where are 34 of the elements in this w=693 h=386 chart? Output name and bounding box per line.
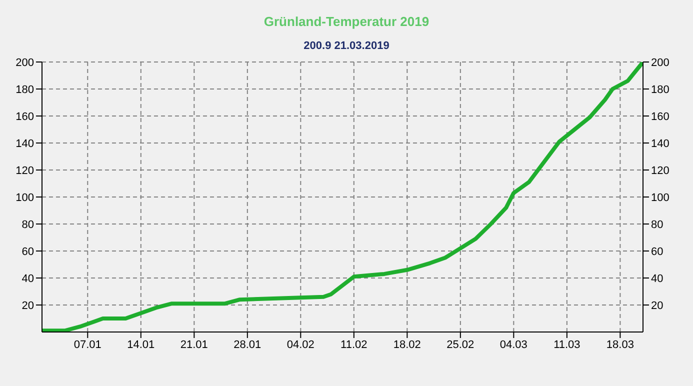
y-tick-label: 160 (16, 110, 34, 123)
y-tick-label: 60 (22, 246, 34, 258)
y-tick-label: 80 (22, 218, 34, 231)
y2-tick-label: 120 (651, 164, 670, 177)
chart-subtitle: 200.9 21.03.2019 (302, 40, 390, 52)
x-tick-label: 11.02 (340, 338, 368, 351)
x-tick-label: 21.01 (180, 338, 208, 351)
x-tick-label: 25.02 (446, 338, 474, 351)
y2-tick-label: 100 (651, 192, 670, 204)
x-tick-label: 11.03 (554, 338, 580, 351)
x-tick-label: 18.02 (393, 338, 421, 351)
y-tick-label: 120 (16, 164, 34, 177)
y2-tick-label: 160 (651, 110, 670, 123)
y2-tick-label: 60 (651, 246, 664, 258)
y-tick-label: 100 (16, 192, 34, 204)
x-tick-label: 04.02 (286, 338, 314, 351)
y-tick-label: 180 (16, 84, 34, 96)
y2-tick-label: 180 (651, 84, 670, 96)
y2-tick-label: 200 (651, 56, 670, 69)
line-series (42, 62, 643, 332)
y-tick-label: 20 (22, 300, 34, 312)
y2-tick-label: 20 (651, 300, 664, 312)
y-tick-label: 140 (16, 138, 34, 150)
x-tick-label: 18.03 (606, 338, 634, 351)
x-tick-label: 07.01 (74, 338, 102, 351)
y2-tick-label: 140 (651, 138, 670, 150)
x-tick-label: 28.01 (234, 338, 262, 351)
y2-tick-label: 80 (651, 218, 664, 231)
chart-title: Grünland-Temperatur 2019 (262, 14, 430, 29)
y-tick-label: 200 (16, 56, 34, 69)
x-tick-label: 04.03 (500, 338, 528, 351)
x-tick-label: 14.01 (127, 338, 155, 351)
y-tick-label: 40 (22, 272, 34, 285)
y2-tick-label: 40 (651, 272, 664, 285)
